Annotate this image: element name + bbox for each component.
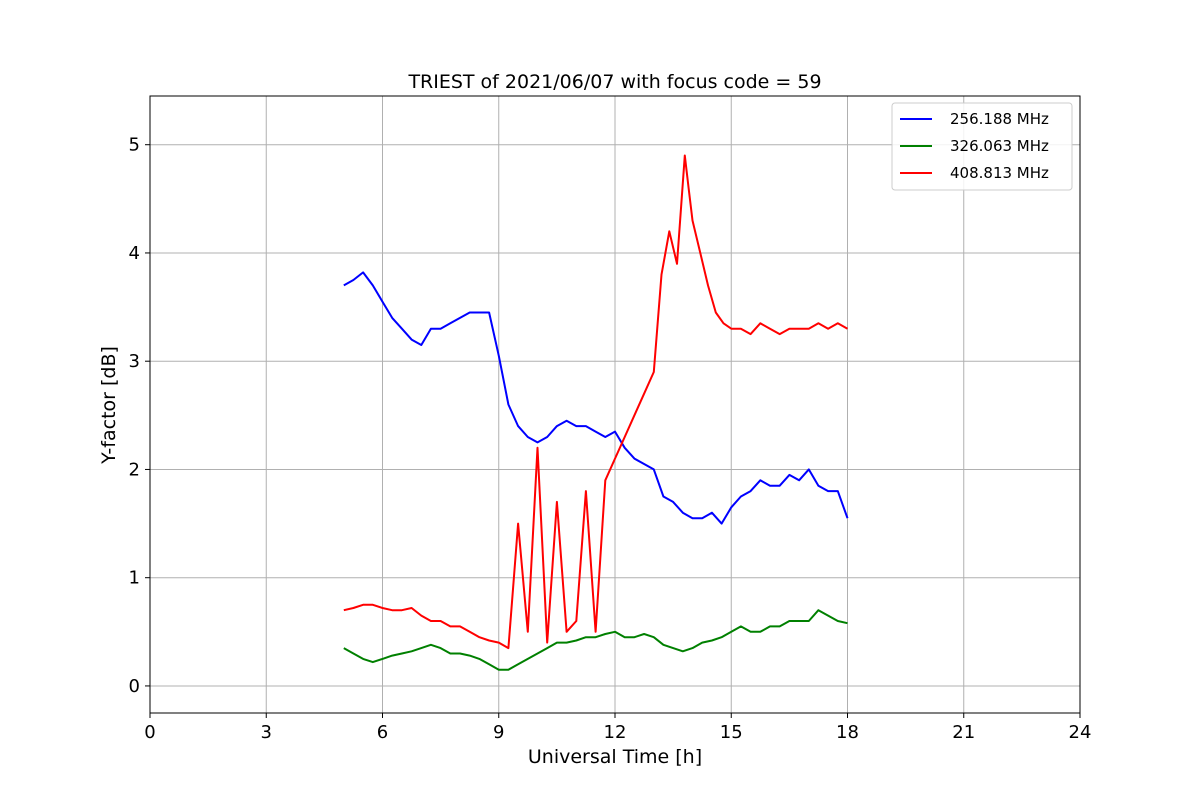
y-tick-label: 0 bbox=[129, 676, 140, 697]
y-tick-label: 4 bbox=[129, 243, 140, 264]
y-axis: 0 1 2 3 4 5 bbox=[129, 135, 150, 697]
chart-title: TRIEST of 2021/06/07 with focus code = 5… bbox=[407, 71, 821, 93]
x-tick-label: 24 bbox=[1069, 722, 1092, 743]
x-tick-label: 0 bbox=[144, 722, 155, 743]
x-tick-label: 6 bbox=[377, 722, 388, 743]
x-tick-label: 18 bbox=[836, 722, 859, 743]
x-axis-label: Universal Time [h] bbox=[528, 746, 702, 768]
y-tick-label: 5 bbox=[129, 135, 140, 156]
y-tick-label: 2 bbox=[129, 459, 140, 480]
x-tick-label: 12 bbox=[604, 722, 627, 743]
y-tick-label: 3 bbox=[129, 351, 140, 372]
legend-label: 326.063 MHz bbox=[950, 137, 1049, 155]
x-tick-label: 21 bbox=[952, 722, 975, 743]
legend-label: 408.813 MHz bbox=[950, 164, 1049, 182]
plot-area bbox=[343, 154, 849, 671]
series-line-3 bbox=[343, 154, 848, 650]
x-tick-label: 15 bbox=[720, 722, 743, 743]
legend-label: 256.188 MHz bbox=[950, 110, 1049, 128]
series-line-2 bbox=[343, 609, 848, 671]
legend: 256.188 MHz 326.063 MHz 408.813 MHz bbox=[891, 102, 1073, 191]
y-axis-label: Y-factor [dB] bbox=[98, 346, 120, 465]
x-axis: 0 3 6 9 12 15 18 21 24 bbox=[144, 713, 1091, 743]
x-tick-label: 3 bbox=[261, 722, 272, 743]
legend-box bbox=[891, 102, 1073, 191]
x-tick-label: 9 bbox=[493, 722, 504, 743]
series-line-1 bbox=[343, 271, 849, 525]
y-tick-label: 1 bbox=[129, 568, 140, 589]
